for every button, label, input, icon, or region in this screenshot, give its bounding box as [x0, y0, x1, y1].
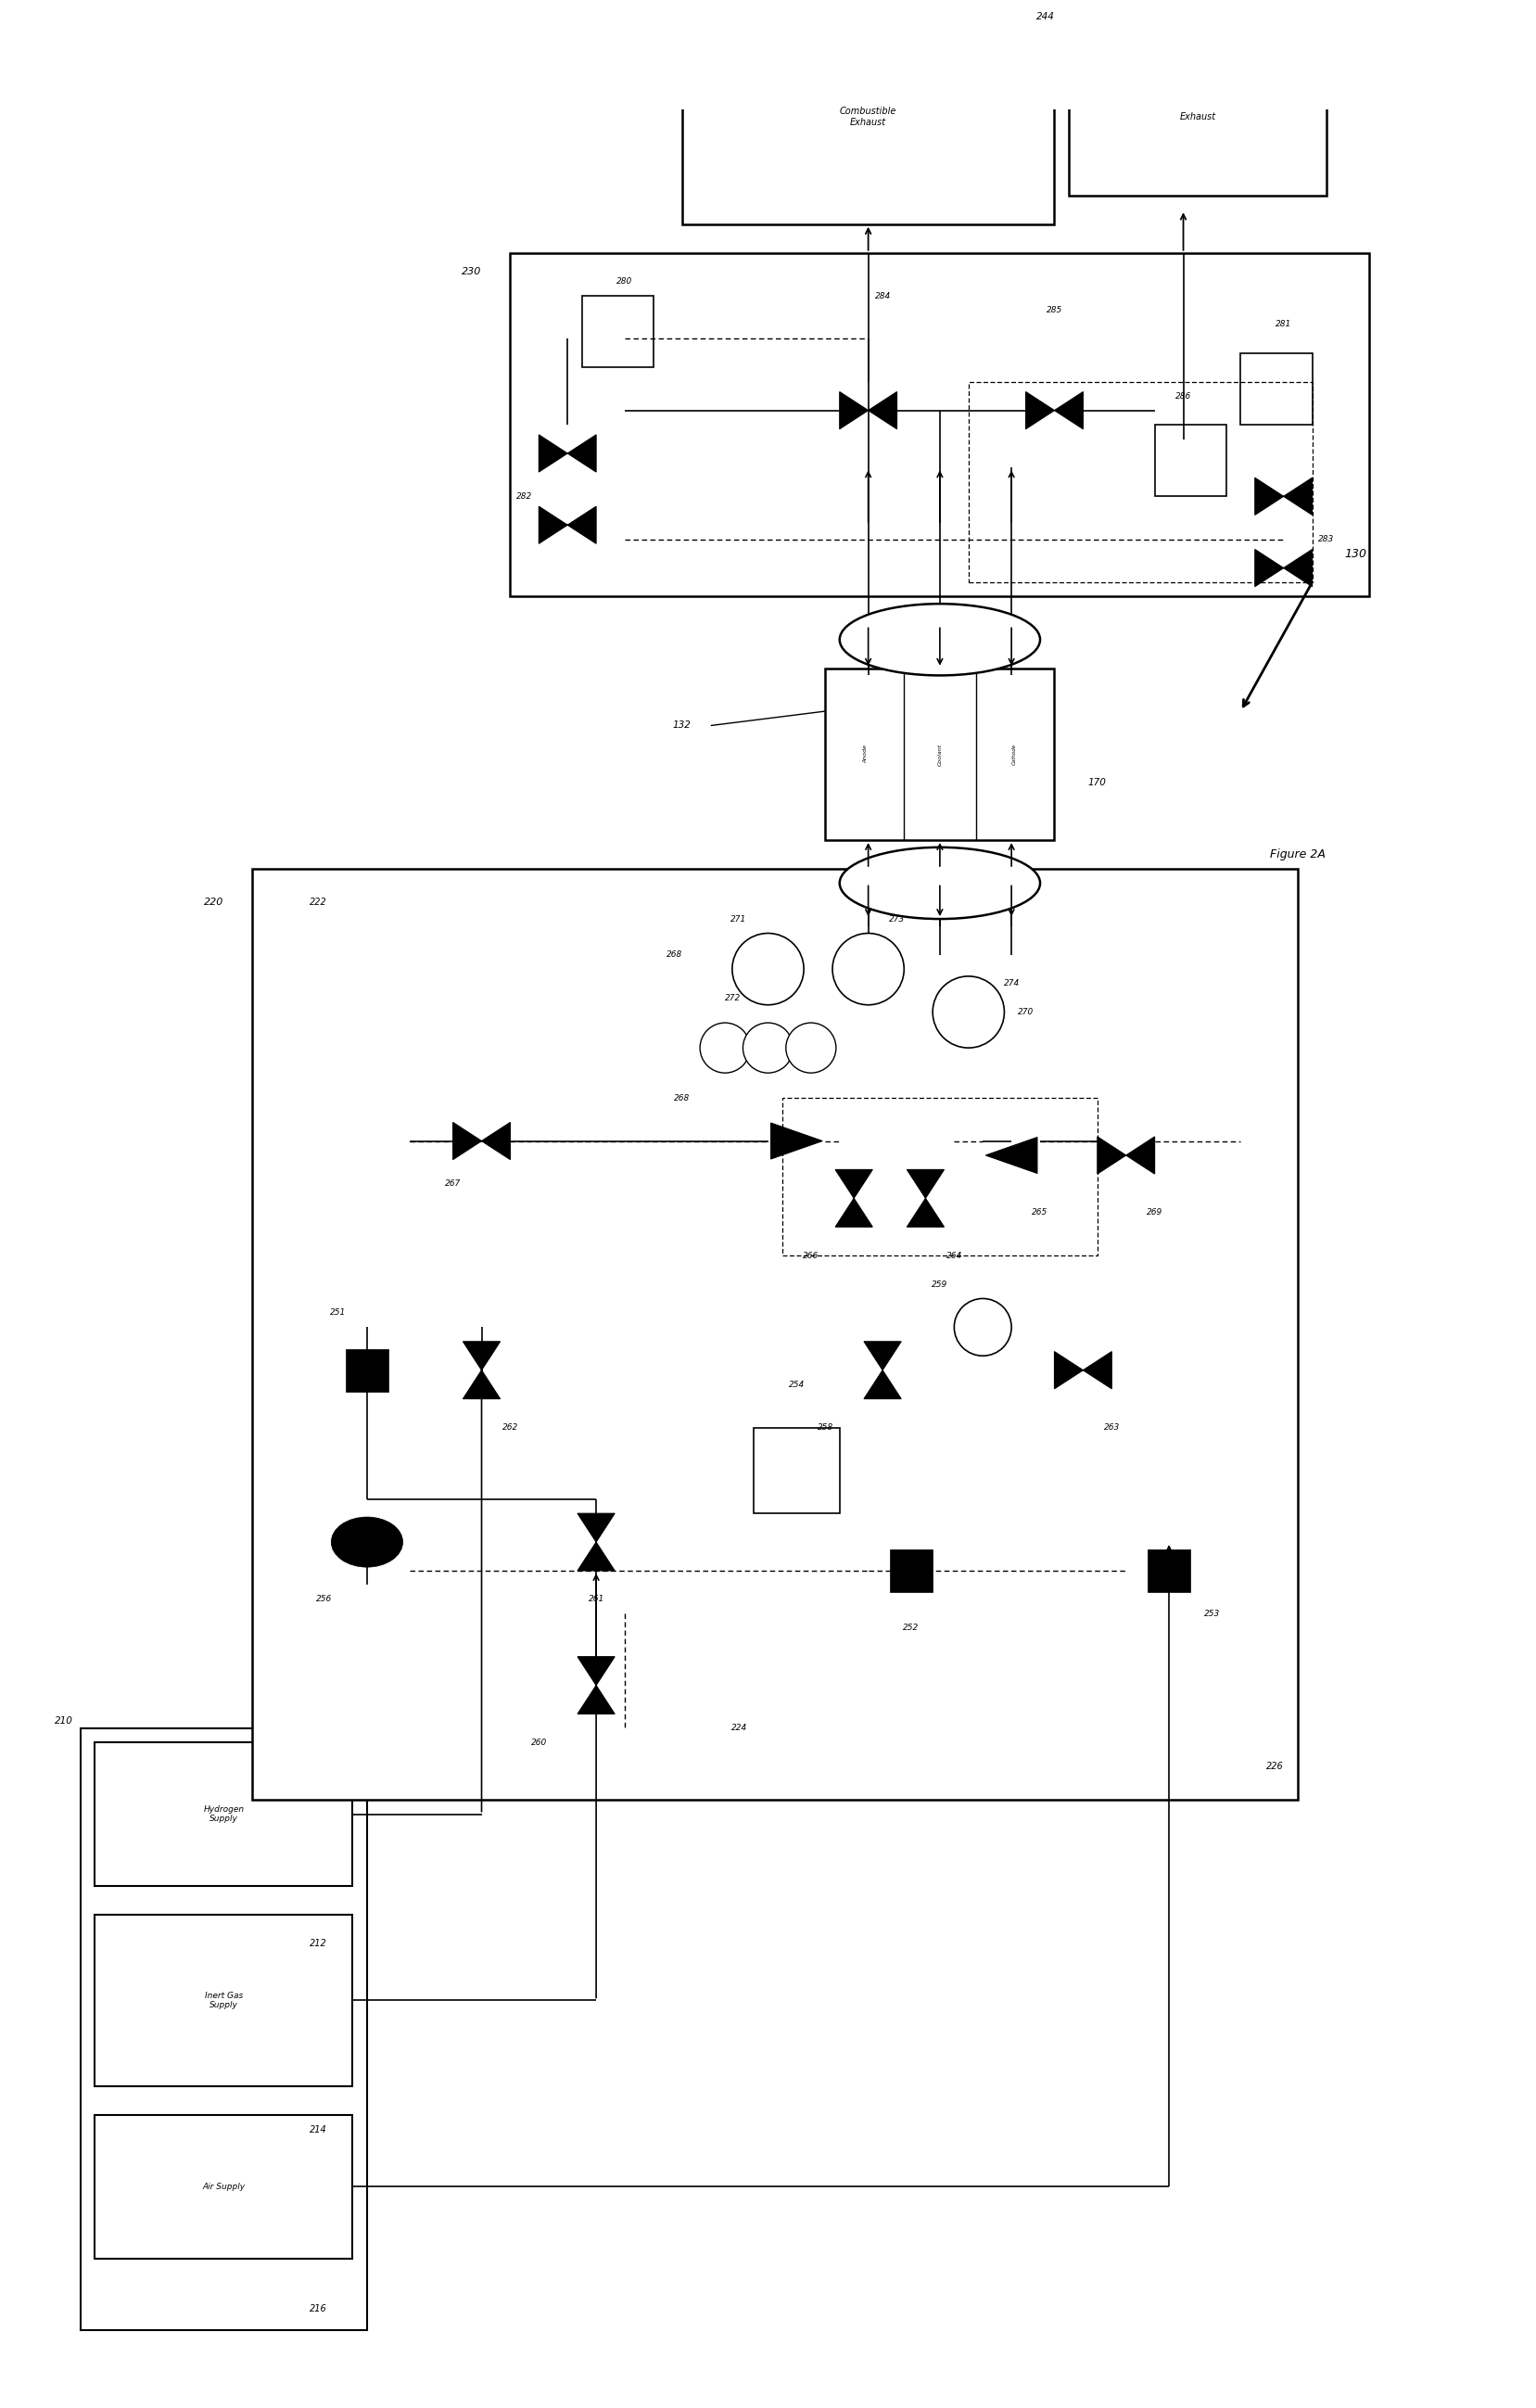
- Bar: [682, 10, 1054, 224]
- Polygon shape: [578, 1657, 614, 1714]
- Text: 266: 266: [803, 1252, 819, 1259]
- Ellipse shape: [332, 1517, 402, 1568]
- Text: 252: 252: [903, 1623, 919, 1633]
- Bar: [969, 383, 1312, 583]
- Text: Anode: Anode: [863, 744, 868, 763]
- Text: 284: 284: [874, 291, 891, 301]
- Polygon shape: [771, 1122, 822, 1158]
- Polygon shape: [1054, 1351, 1112, 1389]
- Polygon shape: [863, 1341, 902, 1399]
- Text: 261: 261: [588, 1594, 604, 1604]
- Text: 273: 273: [889, 915, 905, 922]
- Bar: [252, 869, 1298, 1799]
- Bar: [1155, 424, 1226, 496]
- Ellipse shape: [840, 848, 1040, 920]
- Text: 265: 265: [1032, 1209, 1048, 1216]
- Polygon shape: [986, 1137, 1037, 1173]
- Text: 226: 226: [1266, 1763, 1284, 1772]
- Text: 210: 210: [55, 1717, 74, 1727]
- Bar: [346, 1348, 389, 1392]
- Text: 212: 212: [310, 1938, 327, 1948]
- Polygon shape: [462, 1341, 501, 1399]
- Text: Cathode: Cathode: [1012, 744, 1017, 766]
- Ellipse shape: [733, 934, 803, 1004]
- Text: 264: 264: [946, 1252, 962, 1259]
- Ellipse shape: [954, 1298, 1012, 1356]
- Text: 230: 230: [462, 267, 482, 277]
- Ellipse shape: [840, 604, 1040, 674]
- Text: 253: 253: [1204, 1609, 1220, 1618]
- Text: 256: 256: [316, 1594, 332, 1604]
- Text: 251: 251: [330, 1308, 346, 1317]
- Text: 286: 286: [1175, 393, 1192, 400]
- Text: Exhaust: Exhaust: [1180, 113, 1217, 120]
- Ellipse shape: [833, 934, 905, 1004]
- Text: 268: 268: [667, 951, 682, 958]
- Text: 282: 282: [516, 491, 533, 501]
- Text: 222: 222: [310, 898, 327, 908]
- Polygon shape: [1255, 477, 1312, 515]
- Text: 130: 130: [1344, 547, 1367, 559]
- Bar: [510, 253, 1370, 597]
- Polygon shape: [1097, 1137, 1155, 1175]
- Text: 274: 274: [1003, 980, 1020, 987]
- Bar: [1147, 1548, 1190, 1592]
- Text: Inert Gas
Supply: Inert Gas Supply: [204, 1991, 243, 2008]
- Text: 224: 224: [731, 1724, 748, 1731]
- Bar: [754, 1428, 840, 1512]
- Text: 170: 170: [1087, 778, 1106, 787]
- Text: 267: 267: [445, 1180, 461, 1187]
- Text: 258: 258: [817, 1423, 833, 1433]
- Text: 244: 244: [1035, 12, 1054, 22]
- Bar: [95, 2114, 353, 2259]
- Text: 271: 271: [731, 915, 746, 922]
- Bar: [582, 296, 653, 368]
- Text: 214: 214: [310, 2124, 327, 2133]
- Text: Figure 2A: Figure 2A: [1270, 848, 1326, 860]
- Polygon shape: [906, 1170, 945, 1228]
- Bar: [889, 1548, 932, 1592]
- Text: 262: 262: [502, 1423, 518, 1433]
- Text: Combustible
Exhaust: Combustible Exhaust: [840, 106, 897, 128]
- Bar: [1069, 39, 1327, 195]
- Text: Air Supply: Air Supply: [203, 2182, 246, 2191]
- Bar: [95, 1743, 353, 1885]
- Text: 220: 220: [204, 898, 224, 908]
- Bar: [782, 1098, 1097, 1255]
- Text: 270: 270: [1018, 1009, 1034, 1016]
- Text: 132: 132: [673, 720, 691, 730]
- Ellipse shape: [743, 1023, 793, 1074]
- Bar: [1241, 354, 1312, 424]
- Ellipse shape: [932, 975, 1005, 1047]
- Text: 272: 272: [725, 995, 740, 1002]
- Polygon shape: [1026, 393, 1083, 429]
- Polygon shape: [578, 1512, 614, 1570]
- Polygon shape: [836, 1170, 872, 1228]
- Polygon shape: [840, 393, 897, 429]
- Polygon shape: [453, 1122, 510, 1161]
- Bar: [825, 669, 1054, 840]
- Text: Coolant: Coolant: [937, 744, 942, 766]
- Text: 285: 285: [1046, 306, 1063, 315]
- Text: Hydrogen
Supply: Hydrogen Supply: [203, 1806, 244, 1823]
- Polygon shape: [539, 436, 596, 472]
- Polygon shape: [539, 506, 596, 544]
- Text: 268: 268: [674, 1093, 690, 1103]
- Text: 263: 263: [1104, 1423, 1120, 1433]
- Bar: [80, 1729, 367, 2331]
- Text: 280: 280: [617, 277, 633, 287]
- Text: 281: 281: [1275, 320, 1292, 327]
- Polygon shape: [1255, 549, 1312, 588]
- Text: 259: 259: [932, 1281, 948, 1288]
- Text: 254: 254: [788, 1380, 805, 1389]
- Bar: [95, 1914, 353, 2085]
- Text: 283: 283: [1318, 535, 1335, 544]
- Ellipse shape: [786, 1023, 836, 1074]
- Text: 216: 216: [310, 2304, 327, 2314]
- Ellipse shape: [700, 1023, 750, 1074]
- Text: 269: 269: [1147, 1209, 1163, 1216]
- Text: 260: 260: [531, 1739, 547, 1746]
